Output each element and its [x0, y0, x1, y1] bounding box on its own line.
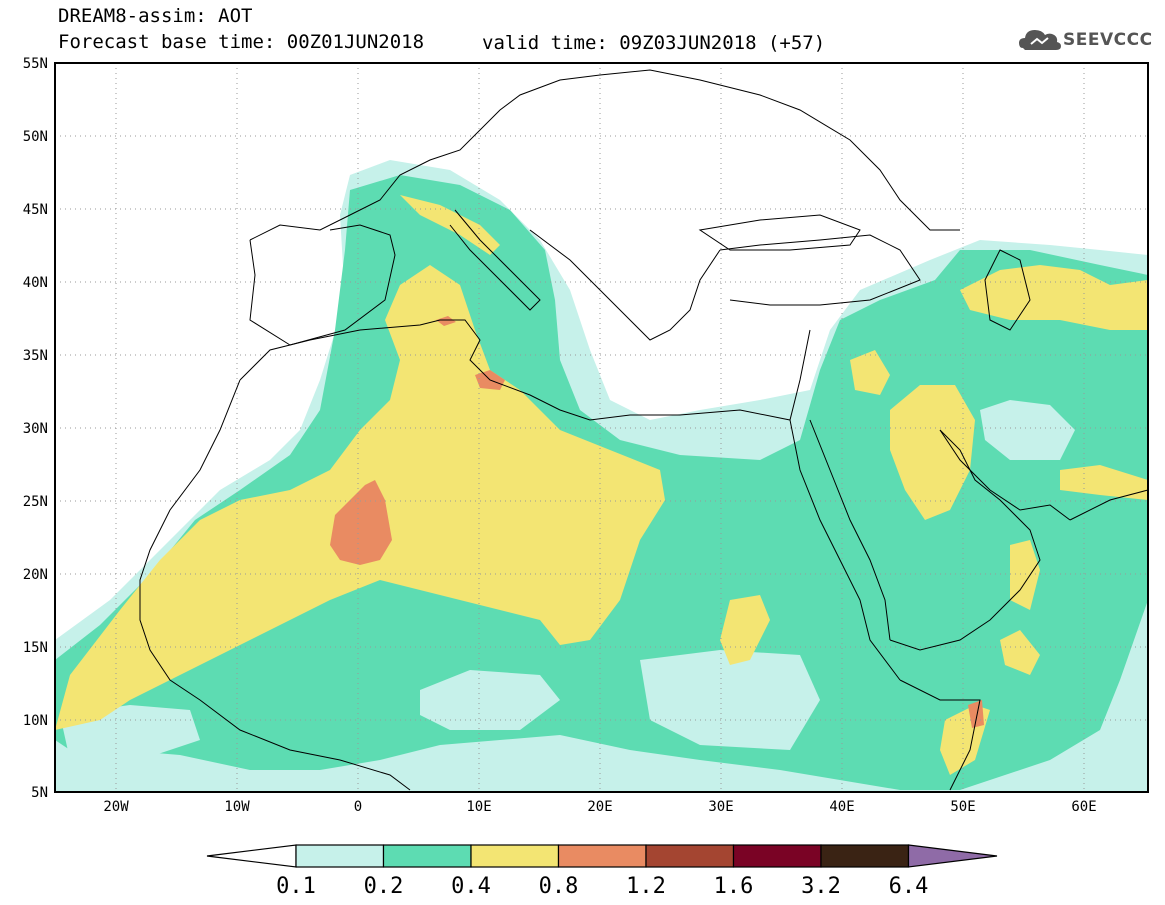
lat-label: 50N: [23, 129, 48, 145]
map-title: DREAM8-assim: AOT: [58, 5, 253, 27]
lat-label: 45N: [23, 202, 48, 218]
colorbar-swatch: [382, 844, 472, 868]
colorbar-swatch: [645, 844, 735, 868]
balkans-greece: [529, 229, 721, 341]
colorbar-swatch: [295, 844, 385, 868]
colorbar-min-arrow: [206, 844, 297, 868]
valid-time: valid time: 09Z03JUN2018 (+57): [482, 32, 826, 54]
red-sea-west: [789, 419, 901, 681]
coastlines: [139, 69, 1148, 791]
aot-band-04-08-east8: [1060, 465, 1148, 500]
turkey: [719, 234, 921, 306]
aot-band-04-08-east2: [890, 385, 975, 520]
colorbar-label: 0.1: [276, 874, 316, 899]
lat-label: 15N: [23, 640, 48, 656]
colorbar-label: 0.4: [451, 874, 491, 899]
north-africa-coast: [239, 319, 811, 421]
lat-label: 30N: [23, 421, 48, 437]
colorbar-max-arrow: [907, 844, 998, 868]
lon-label: 40E: [829, 799, 854, 815]
aot-band-01-02-hole2: [640, 650, 820, 750]
colorbar-label: 0.8: [539, 874, 579, 899]
aot-band-01-02-hole: [420, 670, 560, 730]
west-africa-coast: [139, 379, 411, 791]
graticule: [55, 63, 1148, 792]
lat-label: 35N: [23, 348, 48, 364]
lat-labels: 55N 50N 45N 40N 35N 30N 25N 20N 15N 10N …: [23, 56, 48, 801]
lat-label: 20N: [23, 567, 48, 583]
italy: [449, 209, 541, 311]
aot-band-08-12-tunisia: [436, 316, 456, 326]
black-sea: [698, 214, 861, 251]
lat-label: 55N: [23, 56, 48, 72]
lon-label: 10E: [466, 799, 491, 815]
europe-coast: [249, 69, 960, 241]
lon-labels: 20W 10W 0 10E 20E 30E 40E 50E 60E: [103, 799, 1096, 815]
colorbar-label: 1.6: [714, 874, 754, 899]
caspian: [984, 249, 1031, 331]
lon-label: 20W: [103, 799, 129, 815]
aot-band-04-08-east6: [720, 595, 770, 665]
plot-frame: [54, 62, 1149, 793]
lat-label: 5N: [31, 785, 48, 801]
aot-band-04-08-east1: [960, 265, 1148, 330]
lon-label: 0: [354, 799, 362, 815]
persian-gulf: [939, 429, 1071, 521]
aot-field: [55, 160, 1148, 792]
colorbar: [206, 844, 998, 868]
lat-label: 40N: [23, 275, 48, 291]
colorbar-swatch: [820, 844, 910, 868]
lon-label: 60E: [1071, 799, 1096, 815]
lon-label: 30E: [708, 799, 733, 815]
forecast-base-time: Forecast base time: 00Z01JUN2018: [58, 31, 425, 53]
colorbar-swatch: [732, 844, 822, 868]
colorbar-label: 1.2: [626, 874, 666, 899]
colorbar-label: 0.2: [364, 874, 404, 899]
horn-africa: [899, 679, 981, 791]
iran-coast: [1069, 489, 1148, 521]
lon-label: 20E: [587, 799, 612, 815]
aot-band-04-08-east3: [850, 350, 890, 395]
aot-band-01-02-hole4: [980, 400, 1075, 460]
colorbar-label: 6.4: [889, 874, 929, 899]
colorbar-swatch: [470, 844, 560, 868]
aot-band-08-12-somalia: [968, 700, 984, 728]
lon-label: 10W: [224, 799, 250, 815]
colorbar-labels: 0.1 0.2 0.4 0.8 1.2 1.6 3.2 6.4: [276, 874, 928, 899]
lon-label: 50E: [950, 799, 975, 815]
lat-label: 25N: [23, 494, 48, 510]
red-sea-east: [809, 419, 891, 641]
cloud-logo-icon: [1019, 30, 1061, 50]
aot-band-08-12: [330, 480, 392, 565]
iberia: [249, 224, 396, 346]
aot-band-04-08-east5: [1000, 630, 1040, 675]
colorbar-label: 3.2: [801, 874, 841, 899]
logo-text: SEEVCCC: [1063, 30, 1153, 50]
lat-label: 10N: [23, 713, 48, 729]
colorbar-swatch: [557, 844, 647, 868]
